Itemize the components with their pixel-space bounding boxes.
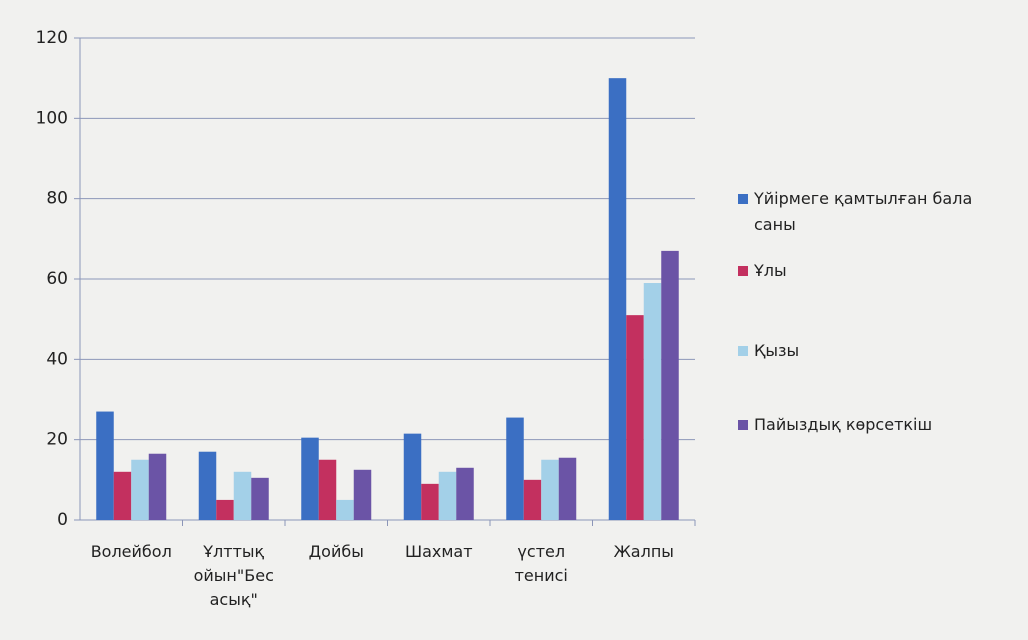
legend-label: Ұлы <box>754 261 787 280</box>
y-tick-label: 80 <box>46 189 68 209</box>
bar <box>216 499 234 520</box>
legend-entry: Пайыздық көрсеткіш <box>738 412 1018 438</box>
x-tick-label: үстел тенисі <box>514 542 568 585</box>
x-tick-label: Дойбы <box>308 542 364 561</box>
legend-swatch <box>738 346 748 356</box>
y-tick-label: 0 <box>57 510 68 530</box>
bar <box>251 477 269 520</box>
bar <box>541 459 559 520</box>
legend-entry: Қызы <box>738 338 1018 364</box>
legend-entry: Үйірмеге қамтылған бала саны <box>738 186 1018 238</box>
bar <box>608 78 627 521</box>
bar <box>96 411 114 520</box>
bar <box>113 471 132 520</box>
y-tick-label: 120 <box>36 28 68 48</box>
bar <box>233 471 252 520</box>
bar <box>148 453 167 520</box>
x-tick-label: Жалпы <box>613 542 674 561</box>
bar <box>438 471 457 520</box>
bar <box>661 250 679 520</box>
x-tick-label: Шахмат <box>404 542 473 561</box>
legend-label: Үйірмеге қамтылған бала саны <box>754 189 973 234</box>
bar <box>198 451 217 520</box>
bar <box>421 483 439 520</box>
bar <box>626 315 644 520</box>
legend-swatch <box>738 194 748 204</box>
bar <box>318 459 337 520</box>
legend-swatch <box>738 420 748 430</box>
y-tick-label: 40 <box>46 349 68 369</box>
y-tick-label: 20 <box>46 430 68 450</box>
y-tick-label: 100 <box>36 108 68 128</box>
x-tick-label: Ұлттық ойын"Бес асық" <box>193 542 274 609</box>
legend-label: Пайыздық көрсеткіш <box>754 415 933 434</box>
legend-swatch <box>738 266 748 276</box>
bar <box>301 437 319 520</box>
bar <box>558 457 577 520</box>
x-tick-label: Волейбол <box>90 542 172 561</box>
y-tick-label: 60 <box>46 269 68 289</box>
bar <box>523 479 542 520</box>
legend-label: Қызы <box>754 341 800 360</box>
bar <box>643 283 662 520</box>
bar <box>403 433 422 520</box>
bar <box>131 459 149 520</box>
legend-entry: Ұлы <box>738 258 1018 284</box>
bar <box>353 469 372 520</box>
bar <box>336 499 354 520</box>
bar <box>506 417 524 520</box>
bar <box>456 467 474 520</box>
